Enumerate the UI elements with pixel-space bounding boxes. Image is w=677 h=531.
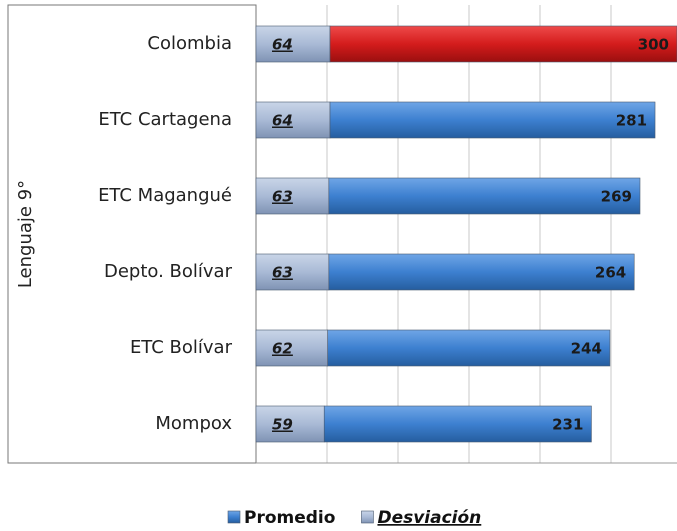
data-label: 264 [595, 264, 626, 282]
data-label: 231 [552, 416, 583, 434]
data-label: 63 [272, 264, 293, 282]
category-label: Mompox [155, 413, 232, 434]
data-label: 62 [272, 340, 293, 358]
bar-segment [255, 177, 330, 215]
category-label: Depto. Bolívar [104, 261, 233, 282]
bar-segment [323, 405, 592, 443]
data-label: 244 [571, 340, 602, 358]
legend-label: Promedio [244, 508, 335, 528]
data-label: 64 [272, 36, 293, 54]
data-label: 300 [638, 36, 669, 54]
data-label: 269 [601, 188, 632, 206]
bar-segment [255, 101, 331, 139]
data-label: 63 [272, 188, 293, 206]
bar-segment [329, 25, 677, 63]
legend-label: Desviación [377, 508, 481, 528]
data-label: 59 [272, 416, 293, 434]
data-label: 64 [272, 112, 293, 130]
data-label: 281 [616, 112, 647, 130]
legend-swatch [361, 510, 374, 524]
category-label: Colombia [147, 33, 232, 54]
bar-segment [329, 101, 656, 139]
category-label: ETC Magangué [98, 185, 232, 206]
category-label: ETC Bolívar [130, 337, 233, 358]
category-panel [7, 4, 257, 464]
bar-segment [255, 25, 331, 63]
bar-segment [255, 405, 325, 443]
bar-segment [327, 329, 611, 367]
legend-swatch [227, 510, 241, 524]
bar-segment [328, 177, 641, 215]
bar-segment [328, 253, 635, 291]
category-label: ETC Cartagena [98, 109, 232, 130]
y-axis-label: Lenguaje 9° [15, 180, 36, 288]
